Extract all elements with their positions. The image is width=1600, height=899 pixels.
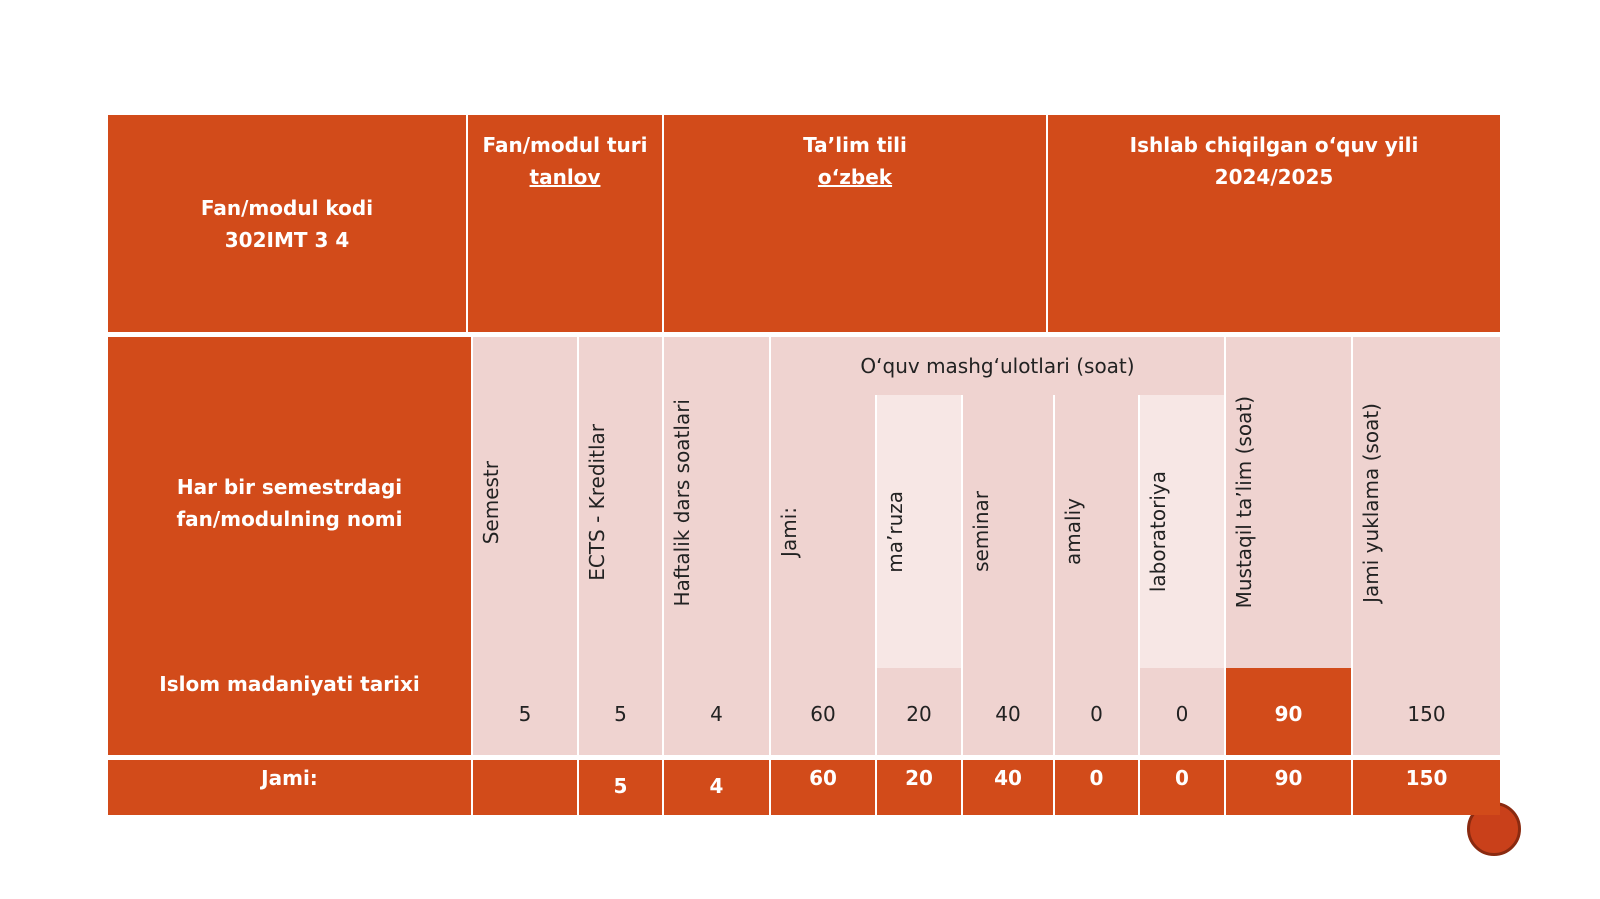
- data-cell: 150: [1353, 668, 1500, 755]
- cell-text: 20: [905, 766, 933, 790]
- header-value: 302IMT 3 4: [224, 227, 350, 252]
- data-cell: 20: [877, 668, 961, 755]
- column-header-text: seminar: [969, 491, 993, 572]
- header-label: Fan/modul kodi: [200, 195, 374, 220]
- cell-text: 150: [1407, 702, 1446, 726]
- header-value: 2024/2025: [1214, 165, 1334, 189]
- data-cell: 5: [473, 668, 577, 755]
- column-header: ECTS - Kreditlar: [579, 337, 662, 668]
- data-cell: 4: [664, 760, 769, 815]
- cell-text: Jami:: [261, 766, 318, 790]
- column-header-text: Mustaqil ta’lim (soat): [1232, 396, 1256, 609]
- cell-text: 5: [614, 702, 627, 726]
- cell-text: 0: [1089, 766, 1104, 790]
- cell-text: 40: [994, 766, 1022, 790]
- column-header-text: laboratoriya: [1146, 470, 1170, 593]
- column-header: Mustaqil ta’lim (soat): [1226, 337, 1351, 668]
- column-header-text: Semestr: [479, 460, 503, 545]
- cell-text: 40: [995, 702, 1021, 726]
- header-value: o‘zbek: [817, 165, 893, 189]
- group-header: O‘quv mashg‘ulotlari (soat): [771, 337, 1224, 395]
- data-cell: 40: [963, 760, 1053, 815]
- cell-text: 60: [809, 766, 837, 790]
- cell-text: Islom madaniyati tarixi: [159, 672, 420, 696]
- data-cell: 5: [579, 760, 662, 815]
- column-header-text: ECTS - Kreditlar: [585, 424, 609, 581]
- column-header-text: Haftalik dars soatlari: [670, 398, 694, 607]
- column-header: Jami:: [771, 395, 875, 668]
- cell-text: 4: [710, 702, 723, 726]
- column-header-text: amaliy: [1061, 498, 1085, 565]
- cell-text: 5: [613, 774, 628, 798]
- data-cell: 4: [664, 668, 769, 755]
- data-cell: 0: [1055, 760, 1138, 815]
- name-header-text: Har bir semestrdagi fan/modulning nomi: [176, 474, 403, 531]
- data-cell: [473, 760, 577, 815]
- cell-text: 60: [810, 702, 836, 726]
- data-cell: 20: [877, 760, 961, 815]
- column-header: laboratoriya: [1140, 395, 1224, 668]
- header-cell: Fan/modul kodi 302IMT 3 4: [108, 115, 466, 332]
- header-cell: Ishlab chiqilgan o‘quv yili 2024/2025: [1048, 115, 1500, 332]
- cell-text: 0: [1175, 766, 1189, 790]
- cell-text: 150: [1405, 766, 1448, 790]
- name-header: Har bir semestrdagi fan/modulning nomi: [108, 337, 471, 668]
- header-cell: Fan/modul turi tanlov: [468, 115, 662, 332]
- cell-text: 90: [1274, 766, 1303, 790]
- header-value: tanlov: [529, 165, 601, 189]
- header-cell: Ta’lim tili o‘zbek: [664, 115, 1046, 332]
- group-header-text: O‘quv mashg‘ulotlari (soat): [860, 354, 1135, 378]
- data-cell: 90: [1226, 668, 1351, 755]
- data-cell: 150: [1353, 760, 1500, 815]
- data-cell: 40: [963, 668, 1053, 755]
- cell-text: 0: [1175, 702, 1189, 726]
- data-cell: 90: [1226, 760, 1351, 815]
- data-cell: 0: [1140, 760, 1224, 815]
- column-header-text: Jami yuklama (soat): [1359, 402, 1383, 603]
- data-cell: 60: [771, 668, 875, 755]
- header-label: Ta’lim tili: [803, 133, 907, 157]
- header-label: Fan/modul turi: [482, 133, 648, 157]
- column-header-text: ma’ruza: [883, 490, 907, 573]
- data-cell: 5: [579, 668, 662, 755]
- cell-text: 20: [906, 702, 932, 726]
- data-cell: 0: [1140, 668, 1224, 755]
- cell-text: 0: [1090, 702, 1103, 726]
- column-header: ma’ruza: [877, 395, 961, 668]
- cell-text: 90: [1274, 702, 1303, 726]
- row-name: Islom madaniyati tarixi: [108, 668, 471, 755]
- column-header: Semestr: [473, 337, 577, 668]
- data-cell: 60: [771, 760, 875, 815]
- column-header: Jami yuklama (soat): [1353, 337, 1500, 668]
- header-label: Ishlab chiqilgan o‘quv yili: [1129, 133, 1419, 157]
- cell-text: 5: [518, 702, 532, 726]
- column-header-text: Jami:: [777, 506, 801, 557]
- column-header: seminar: [963, 395, 1053, 668]
- row-name: Jami:: [108, 760, 471, 815]
- column-header: Haftalik dars soatlari: [664, 337, 769, 668]
- data-cell: 0: [1055, 668, 1138, 755]
- cell-text: 4: [709, 774, 724, 798]
- column-header: amaliy: [1055, 395, 1138, 668]
